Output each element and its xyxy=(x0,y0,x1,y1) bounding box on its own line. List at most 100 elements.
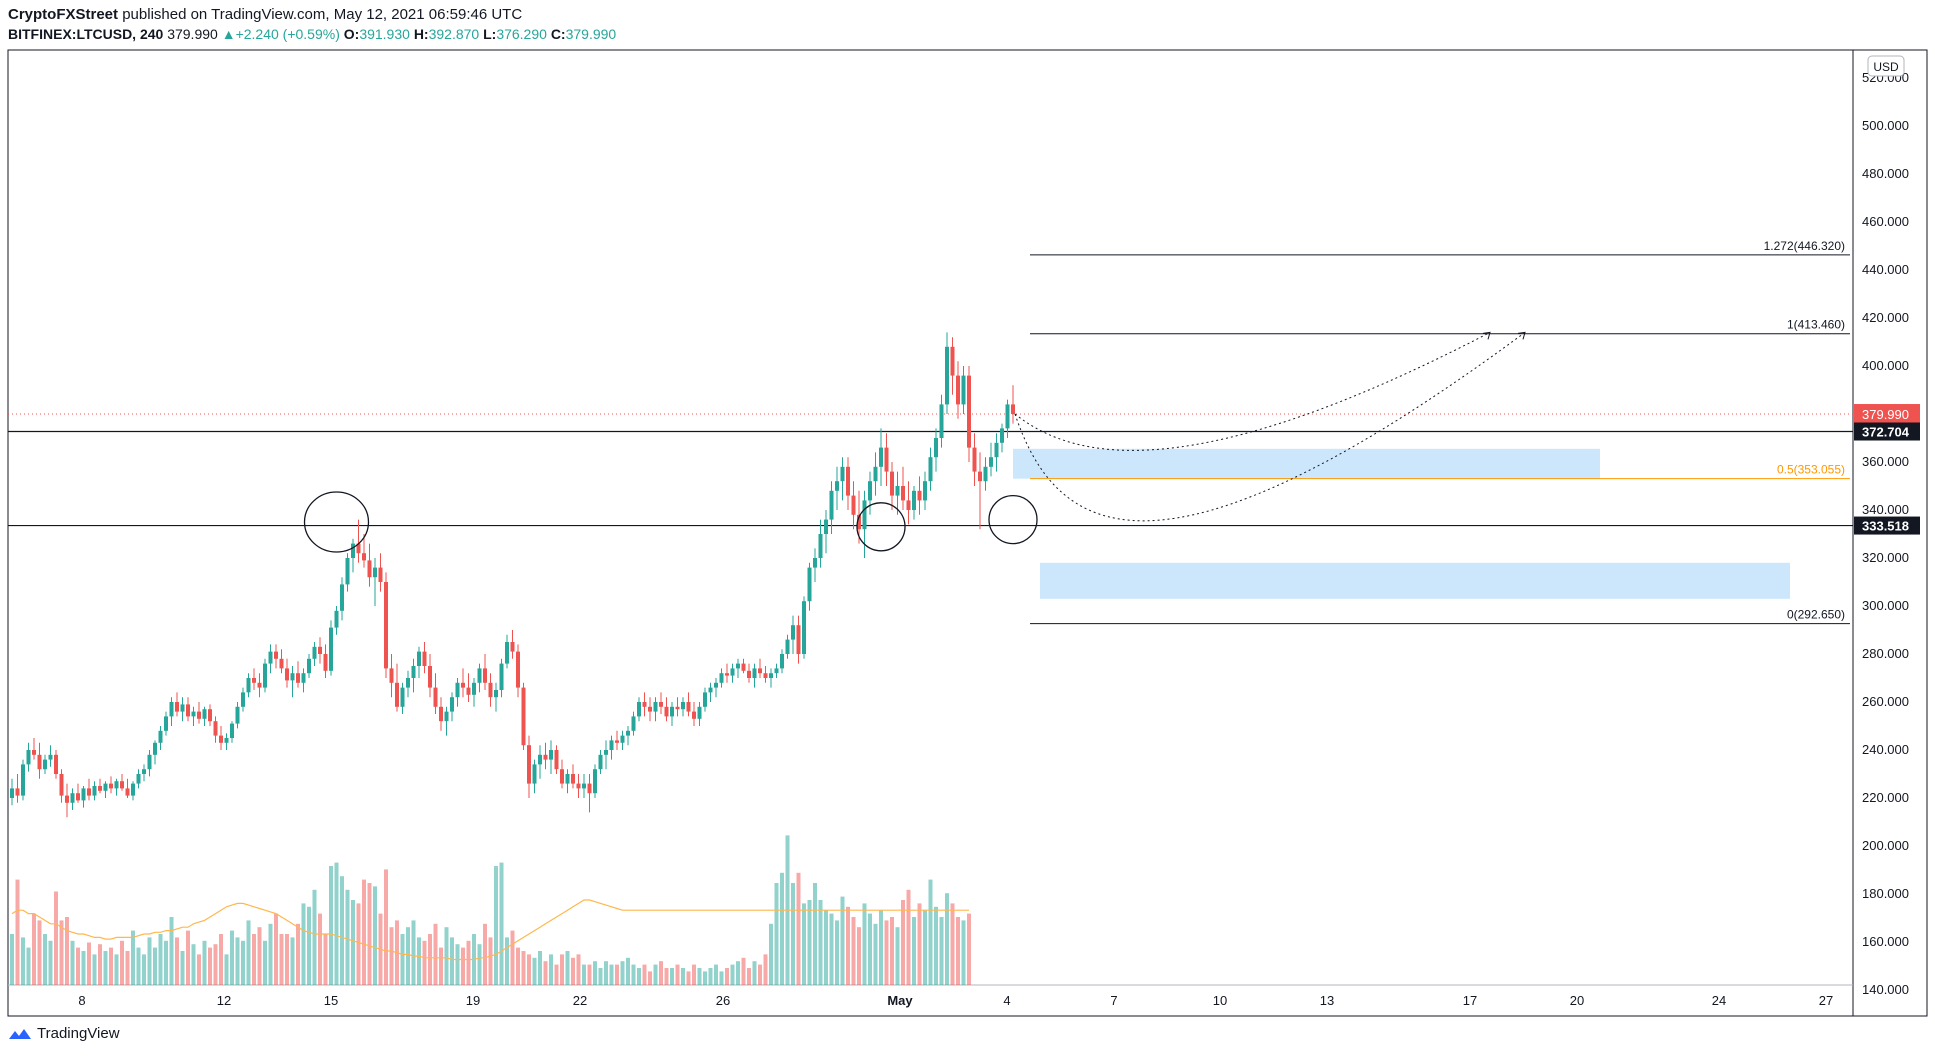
volume-bar xyxy=(554,964,559,985)
candle-body xyxy=(219,735,223,743)
candle-body xyxy=(488,682,493,698)
candle-body xyxy=(109,783,113,789)
volume-bar xyxy=(367,883,372,985)
candle-body xyxy=(169,702,174,717)
candle-body xyxy=(241,692,245,707)
candle-body xyxy=(318,646,322,654)
volume-bar xyxy=(659,961,663,985)
volume-bar xyxy=(901,900,905,985)
candle-body xyxy=(978,471,982,482)
level-price-label: 333.518 xyxy=(1862,519,1909,534)
volume-bar xyxy=(98,944,102,985)
volume-bar xyxy=(274,913,278,985)
candle-body xyxy=(1011,404,1015,414)
candle-body xyxy=(246,678,251,693)
volume-ma-line xyxy=(11,899,969,961)
fib-level-label: 1(413.460) xyxy=(1787,318,1845,332)
candle-body xyxy=(92,786,97,796)
volume-bar xyxy=(54,891,58,985)
demand-zone-upper xyxy=(1013,448,1600,479)
close-label: C: xyxy=(550,26,566,42)
volume-bar xyxy=(32,913,36,985)
y-tick-label: 500.000 xyxy=(1862,118,1909,133)
volume-bar xyxy=(290,937,295,985)
x-tick-label: 8 xyxy=(78,993,85,1008)
volume-bar xyxy=(417,937,421,985)
candle-body xyxy=(136,774,141,784)
volume-bar xyxy=(582,964,586,985)
y-tick-label: 420.000 xyxy=(1862,310,1909,325)
candle-body xyxy=(829,490,834,520)
symbol-interval: BITFINEX:LTCUSD, 240 xyxy=(8,26,164,42)
candle-body xyxy=(329,627,333,671)
volume-bar xyxy=(516,947,520,985)
candle-body xyxy=(851,495,856,515)
candle-body xyxy=(967,375,971,448)
volume-bar xyxy=(758,964,762,985)
candle-body xyxy=(719,673,724,683)
candle-body xyxy=(439,706,443,722)
candle-body xyxy=(252,678,256,683)
candle-body xyxy=(76,793,80,801)
candle-body xyxy=(87,788,91,796)
candle-body xyxy=(939,404,944,438)
y-tick-label: 460.000 xyxy=(1862,214,1909,229)
x-tick-label: 13 xyxy=(1320,993,1334,1008)
volume-bar xyxy=(279,934,284,985)
volume-bar xyxy=(197,954,201,985)
volume-bar xyxy=(362,879,366,985)
volume-bar xyxy=(26,947,31,985)
volume-bar xyxy=(125,951,130,985)
candle-body xyxy=(983,466,988,482)
volume-bar xyxy=(191,944,196,985)
volume-bar xyxy=(840,896,845,985)
candle-body xyxy=(37,754,42,770)
brand-name: TradingView xyxy=(37,1025,120,1042)
candle-body xyxy=(274,651,278,659)
volume-bar xyxy=(499,862,504,985)
volume-bar xyxy=(912,917,916,985)
candle-body xyxy=(917,490,922,501)
y-tick-label: 160.000 xyxy=(1862,934,1909,949)
candle-body xyxy=(604,750,608,755)
candle-body xyxy=(466,687,471,695)
volume-bar xyxy=(604,961,608,985)
author: CryptoFXStreet xyxy=(8,6,119,23)
volume-bar xyxy=(109,947,113,985)
candle-body xyxy=(373,567,377,578)
volume-bar xyxy=(675,964,680,985)
candle-body xyxy=(686,702,691,712)
candle-body xyxy=(994,442,999,458)
currency-label: USD xyxy=(1873,60,1899,74)
candle-body xyxy=(752,668,757,678)
candle-body xyxy=(455,682,460,698)
candle-body xyxy=(499,663,504,690)
candle-body xyxy=(802,601,806,654)
volume-bar xyxy=(224,954,229,985)
volume-bar xyxy=(560,954,564,985)
volume-bar xyxy=(257,927,262,985)
candle-body xyxy=(472,682,476,695)
candle-body xyxy=(692,711,696,719)
volume-bar xyxy=(923,910,927,985)
candle-body xyxy=(153,742,157,755)
volume-bar xyxy=(428,934,432,985)
volume-bar xyxy=(917,903,922,985)
volume-bar xyxy=(37,920,42,985)
candle-body xyxy=(191,711,196,717)
volume-bar xyxy=(868,913,872,985)
candle-body xyxy=(164,716,168,731)
candle-body xyxy=(714,682,718,688)
volume-bar xyxy=(598,968,603,985)
y-tick-label: 180.000 xyxy=(1862,886,1909,901)
volume-bar xyxy=(521,951,526,985)
candle-body xyxy=(582,783,586,789)
candle-body xyxy=(15,788,20,796)
volume-bar xyxy=(131,930,135,985)
candle-body xyxy=(417,651,421,666)
volume-bar xyxy=(70,940,75,985)
candle-body xyxy=(813,558,817,568)
high-value: 392.870 xyxy=(428,26,480,42)
fib-level-label: 1.272(446.320) xyxy=(1764,239,1845,253)
